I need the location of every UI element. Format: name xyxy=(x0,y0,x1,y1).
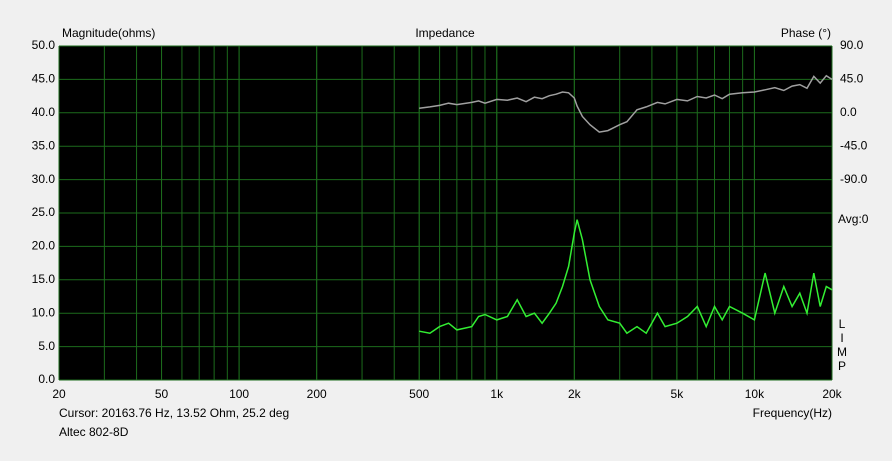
x-tick-label: 10k xyxy=(745,387,765,401)
x-tick-label: 200 xyxy=(307,387,327,401)
y2-axis-label: Phase (°) xyxy=(781,26,831,40)
y-tick-label: 40.0 xyxy=(32,105,56,119)
y-tick-label: 50.0 xyxy=(32,38,56,52)
y-tick-label: 35.0 xyxy=(32,138,56,152)
y2-tick-label: 90.0 xyxy=(840,38,864,52)
y-tick-label: 0.0 xyxy=(38,372,55,386)
y2-tick-label: -90.0 xyxy=(840,172,868,186)
x-tick-label: 100 xyxy=(229,387,249,401)
x-tick-label: 2k xyxy=(568,387,582,401)
y-tick-label: 15.0 xyxy=(32,272,56,286)
chart-title: Impedance xyxy=(415,26,475,40)
x-tick-label: 20k xyxy=(822,387,842,401)
y-axis-label: Magnitude(ohms) xyxy=(62,26,155,40)
brand-letter: L xyxy=(839,317,846,331)
cursor-readout: Cursor: 20163.76 Hz, 13.52 Ohm, 25.2 deg xyxy=(59,406,289,420)
y-tick-label: 25.0 xyxy=(32,205,56,219)
y-tick-label: 20.0 xyxy=(32,239,56,253)
curve-name: Altec 802-8D xyxy=(59,425,129,439)
x-axis-label: Frequency(Hz) xyxy=(753,406,832,420)
y-tick-label: 5.0 xyxy=(38,339,55,353)
y2-tick-label: -45.0 xyxy=(840,138,868,152)
x-tick-label: 5k xyxy=(671,387,685,401)
y2-tick-label: 0.0 xyxy=(840,105,857,119)
x-tick-label: 20 xyxy=(52,387,66,401)
average: Avg:0 xyxy=(838,212,869,226)
x-tick-label: 500 xyxy=(409,387,429,401)
brand-letter: M xyxy=(837,345,847,359)
y2-tick-label: 45.0 xyxy=(840,72,864,86)
series-line xyxy=(419,74,833,133)
brand-letter: I xyxy=(840,331,843,345)
series-line xyxy=(419,219,833,335)
y-tick-label: 45.0 xyxy=(32,72,56,86)
y-tick-label: 30.0 xyxy=(32,172,56,186)
brand-letter: P xyxy=(838,359,846,373)
x-tick-label: 50 xyxy=(155,387,169,401)
y-tick-label: 10.0 xyxy=(32,305,56,319)
x-tick-label: 1k xyxy=(490,387,504,401)
